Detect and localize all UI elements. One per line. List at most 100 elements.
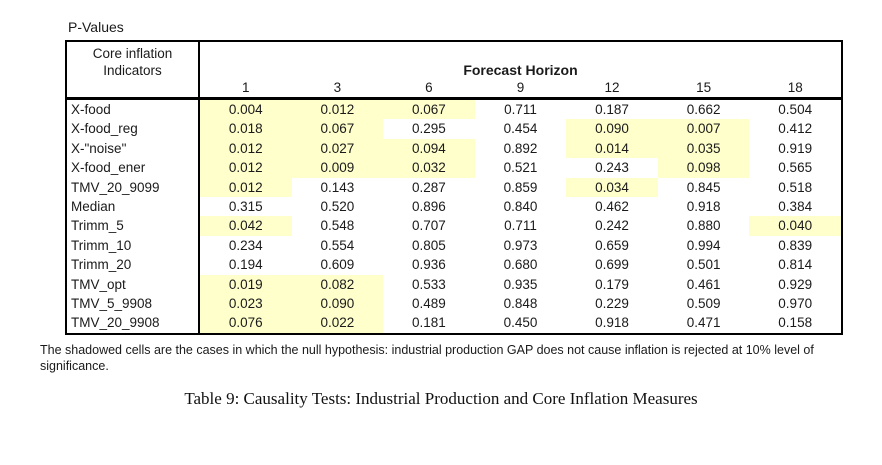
p-value-cell: 0.565 bbox=[778, 160, 813, 176]
p-value-cell: 0.004 bbox=[200, 100, 292, 120]
p-value-cell: 0.042 bbox=[200, 216, 292, 236]
p-value-cell: 0.018 bbox=[200, 119, 292, 139]
p-value-cell: 0.090 bbox=[291, 293, 384, 314]
p-value-cell: 0.970 bbox=[778, 295, 813, 311]
horizon-column-header: 9 bbox=[516, 80, 525, 95]
horizon-column-header: 15 bbox=[696, 80, 712, 95]
p-value-cell: 0.454 bbox=[503, 121, 538, 137]
row-label: Trimm_5 bbox=[67, 216, 200, 236]
p-value-cell: 0.181 bbox=[412, 315, 446, 331]
p-value-cell: 0.187 bbox=[595, 102, 629, 117]
p-value-cell: 0.412 bbox=[778, 121, 813, 137]
forecast-horizon-group: Forecast Horizon 1 3 6 9 12 15 18 bbox=[200, 42, 841, 97]
p-value-cell: 0.509 bbox=[686, 295, 721, 311]
p-value-cell: 0.707 bbox=[412, 218, 446, 234]
p-value-cell: 0.973 bbox=[503, 237, 538, 253]
p-value-cell: 0.521 bbox=[503, 160, 538, 176]
p-value-cell: 0.082 bbox=[291, 274, 384, 294]
table-row: Trimm_5 0.042 0.548 0.707 0.711 0.242 0.880 0.0… bbox=[67, 216, 841, 236]
p-value-cell: 0.090 bbox=[566, 119, 658, 139]
row-label: X-"noise" bbox=[67, 138, 200, 159]
table-body: X-food 0.004 0.012 0.067 0.711 0.187 0.662 0.50… bbox=[67, 100, 841, 333]
table-row: TMV_20_9908 0.076 0.022 0.181 0.450 0.918 0.47… bbox=[67, 313, 841, 333]
table-row: TMV_opt 0.019 0.082 0.533 0.935 0.179 0.461 0.9… bbox=[67, 274, 841, 294]
table-header: Core inflation Indicators Forecast Horiz… bbox=[67, 42, 841, 100]
p-value-cell: 0.919 bbox=[778, 140, 813, 156]
p-value-cell: 0.019 bbox=[200, 274, 292, 294]
p-value-cell: 0.067 bbox=[383, 100, 475, 120]
p-value-cell: 0.848 bbox=[503, 295, 538, 311]
horizon-column-header: 6 bbox=[425, 80, 433, 95]
p-value-cell: 0.032 bbox=[383, 158, 475, 178]
p-value-cell: 0.918 bbox=[686, 198, 721, 214]
horizon-column-header: 1 bbox=[242, 80, 250, 95]
p-value-cell: 0.243 bbox=[595, 160, 629, 176]
p-value-cell: 0.711 bbox=[504, 102, 537, 117]
row-label: TMV_opt bbox=[67, 274, 200, 294]
table-row: Trimm_10 0.234 0.554 0.805 0.973 0.659 0.994 0.… bbox=[67, 235, 841, 256]
p-value-cell: 0.845 bbox=[686, 179, 721, 195]
row-label: Trimm_10 bbox=[67, 235, 200, 256]
p-value-cell: 0.009 bbox=[291, 158, 384, 178]
table-row: Trimm_20 0.194 0.609 0.936 0.680 0.699 0.501 0.… bbox=[67, 255, 841, 275]
horizon-column-header: 18 bbox=[787, 80, 803, 95]
p-value-cell: 0.840 bbox=[503, 198, 538, 214]
p-value-cell: 0.504 bbox=[778, 102, 813, 117]
table-row: X-"noise" 0.012 0.027 0.094 0.892 0.014 0.035 0… bbox=[67, 138, 841, 159]
row-label: TMV_20_9908 bbox=[67, 313, 200, 333]
p-value-cell: 0.012 bbox=[200, 177, 292, 197]
p-value-cell: 0.805 bbox=[412, 237, 446, 253]
corner-header: Core inflation Indicators bbox=[67, 42, 200, 97]
horizon-columns: 1 3 6 9 12 15 18 bbox=[200, 78, 841, 97]
p-value-cell: 0.935 bbox=[503, 276, 538, 292]
table-caption: Table 9: Causality Tests: Industrial Pro… bbox=[184, 389, 698, 408]
horizon-column-header: 12 bbox=[604, 80, 620, 95]
p-value-cell: 0.179 bbox=[595, 276, 629, 292]
row-label: Median bbox=[67, 196, 200, 217]
p-value-cell: 0.548 bbox=[320, 218, 355, 234]
p-value-cell: 0.461 bbox=[686, 276, 721, 292]
p-value-cell: 0.471 bbox=[686, 315, 721, 331]
p-value-cell: 0.035 bbox=[657, 138, 750, 159]
p-value-cell: 0.896 bbox=[412, 198, 446, 214]
row-label: TMV_20_9099 bbox=[67, 177, 200, 197]
table-row: X-food_reg 0.018 0.067 0.295 0.454 0.090 0.007… bbox=[67, 119, 841, 139]
p-value-cell: 0.501 bbox=[686, 257, 721, 273]
p-value-cell: 0.094 bbox=[383, 138, 475, 159]
p-value-cell: 0.699 bbox=[595, 257, 629, 273]
row-label: TMV_5_9908 bbox=[67, 293, 200, 314]
horizon-column-header: 3 bbox=[333, 80, 342, 95]
p-value-cell: 0.287 bbox=[412, 179, 446, 195]
p-value-cell: 0.880 bbox=[686, 218, 721, 234]
p-value-cell: 0.929 bbox=[778, 276, 813, 292]
p-value-cell: 0.023 bbox=[200, 293, 292, 314]
p-value-cell: 0.489 bbox=[412, 295, 446, 311]
p-value-cell: 0.518 bbox=[778, 179, 813, 195]
p-value-cell: 0.659 bbox=[595, 237, 629, 253]
row-label: Trimm_20 bbox=[67, 255, 200, 275]
p-value-cell: 0.680 bbox=[503, 257, 538, 273]
p-value-cell: 0.034 bbox=[566, 177, 658, 197]
forecast-horizon-header: Forecast Horizon bbox=[463, 62, 578, 78]
p-value-cell: 0.012 bbox=[200, 158, 292, 178]
p-value-cell: 0.242 bbox=[595, 218, 629, 234]
p-value-cell: 0.143 bbox=[320, 179, 355, 195]
p-value-cell: 0.234 bbox=[228, 237, 263, 253]
p-value-cell: 0.022 bbox=[291, 313, 384, 333]
p-value-cell: 0.040 bbox=[749, 216, 841, 236]
table-row: X-food 0.004 0.012 0.067 0.711 0.187 0.662 0.50… bbox=[67, 100, 841, 120]
p-value-cell: 0.662 bbox=[686, 102, 721, 117]
table-title: P-Values bbox=[68, 19, 124, 35]
p-value-cell: 0.012 bbox=[200, 138, 292, 159]
p-value-cell: 0.098 bbox=[657, 158, 750, 178]
p-value-cell: 0.014 bbox=[566, 138, 658, 159]
p-value-cell: 0.994 bbox=[686, 237, 721, 253]
p-value-cell: 0.814 bbox=[778, 257, 813, 273]
table-row: Median 0.315 0.520 0.896 0.840 0.462 0.918 0.38… bbox=[67, 196, 841, 217]
p-value-cell: 0.384 bbox=[778, 198, 813, 214]
p-value-cell: 0.076 bbox=[200, 313, 292, 333]
p-value-cell: 0.533 bbox=[412, 276, 446, 292]
p-value-cell: 0.520 bbox=[320, 198, 355, 214]
p-value-cell: 0.012 bbox=[291, 100, 384, 120]
p-value-cell: 0.609 bbox=[320, 257, 355, 273]
